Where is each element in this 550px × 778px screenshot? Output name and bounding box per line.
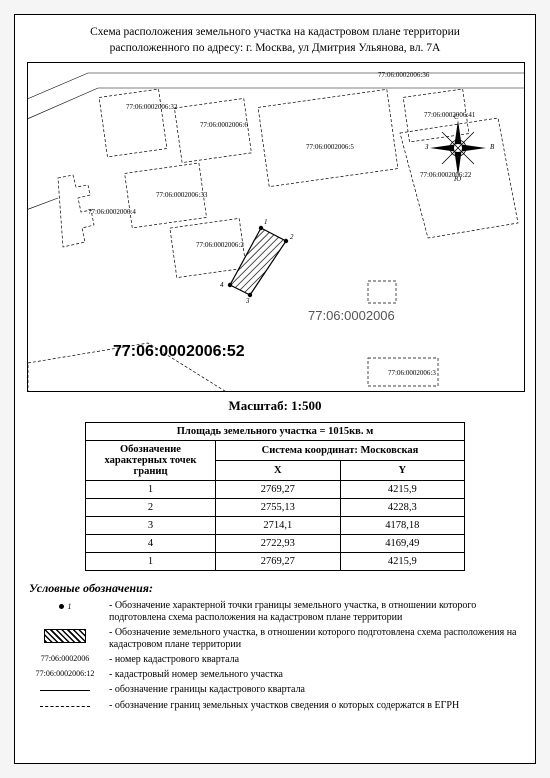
- compass-w: З: [425, 143, 428, 151]
- document-page: Схема расположения земельного участка на…: [14, 14, 536, 764]
- coord-sys-header: Система координат: Московская: [216, 441, 465, 461]
- col-y: Y: [340, 461, 465, 481]
- col1-header: Обозначение характерных точек границ: [86, 441, 216, 481]
- legend-sym-parcel: 77:06:0002006:12: [27, 669, 103, 678]
- title-line1: Схема расположения земельного участка на…: [47, 25, 503, 41]
- compass-e: В: [490, 143, 494, 151]
- table-row: 12769,274215,9: [86, 553, 465, 571]
- parcel-lbl: 77:06:0002006:2: [196, 241, 244, 249]
- table-row: 32714,14178,18: [86, 517, 465, 535]
- coordinates-table: Площадь земельного участка = 1015кв. м О…: [85, 422, 465, 571]
- legend-txt-point: - Обозначение характерной точки границы …: [109, 600, 523, 624]
- legend-txt-solid: - обозначение границы кадастрового кварт…: [109, 684, 523, 696]
- parcel-lbl: 77:06:0002006:33: [156, 191, 207, 199]
- legend-txt-parcel: - кадастровый номер земельного участка: [109, 669, 523, 681]
- legend-sym-hatch: [27, 627, 103, 645]
- parcel-lbl: 77:06:0002006:36: [378, 71, 429, 79]
- parcel-lbl: 77:06:0002006:6: [200, 121, 248, 129]
- cadastral-map: С В Ю З 1 2 3 4 77:06:0002006:36 77:06:0…: [27, 62, 525, 392]
- legend-block: 1 - Обозначение характерной точки границ…: [27, 600, 523, 713]
- legend-sym-solid: [27, 684, 103, 697]
- corner-3: 3: [246, 297, 250, 305]
- parcel-lbl: 77:06:0002006:4: [88, 208, 136, 216]
- table-row: 42722,934169,49: [86, 535, 465, 553]
- title-block: Схема расположения земельного участка на…: [27, 23, 523, 62]
- subject-label: 77:06:0002006:52: [113, 343, 245, 361]
- col-x: X: [216, 461, 341, 481]
- legend-title: Условные обозначения:: [29, 581, 523, 596]
- legend-txt-quarter: - номер кадастрового квартала: [109, 654, 523, 666]
- legend-sym-point: 1: [27, 600, 103, 613]
- legend-txt-dash: - обозначение границ земельных участков …: [109, 700, 523, 712]
- table-row: 22755,134228,3: [86, 499, 465, 517]
- area-header: Площадь земельного участка = 1015кв. м: [86, 423, 465, 441]
- quarter-label: 77:06:0002006: [308, 308, 395, 323]
- scale-label: Масштаб: 1:500: [27, 392, 523, 422]
- legend-sym-quarter: 77:06:0002006: [27, 654, 103, 663]
- corner-2: 2: [290, 233, 294, 241]
- legend-txt-hatch: - Обозначение земельного участка, в отно…: [109, 627, 523, 651]
- parcel-lbl: 77:06:0002006:5: [306, 143, 354, 151]
- table-row: 12769,274215,9: [86, 481, 465, 499]
- parcel-lbl: 77:06:0002006:32: [126, 103, 177, 111]
- parcel-lbl: 77:06:0002006:41: [424, 111, 475, 119]
- parcel-lbl: 77:06:0002006:22: [420, 171, 471, 179]
- corner-1: 1: [264, 218, 268, 226]
- parcel-lbl: 77:06:0002006:3: [388, 369, 436, 377]
- legend-sym-dash: [27, 700, 103, 713]
- title-line2: расположенного по адресу: г. Москва, ул …: [47, 41, 503, 57]
- corner-4: 4: [220, 281, 224, 289]
